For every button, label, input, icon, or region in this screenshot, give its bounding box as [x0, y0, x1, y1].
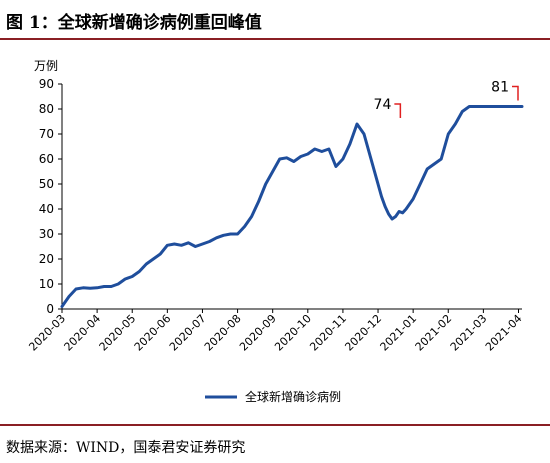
x-tick-label: 2020-06: [132, 312, 174, 354]
legend-label: 全球新增确诊病例: [245, 389, 341, 404]
y-tick-label: 10: [39, 277, 54, 291]
y-tick-label: 40: [39, 202, 54, 216]
title-bar: 图 1：全球新增确诊病例重回峰值: [0, 0, 550, 40]
x-tick-label: 2020-03: [26, 312, 68, 354]
y-axis-unit-label: 万例: [34, 59, 58, 73]
x-tick-label: 2020-05: [97, 312, 139, 354]
y-tick-label: 20: [39, 252, 54, 266]
x-tick-label: 2020-04: [62, 312, 104, 354]
x-tick-label: 2021-04: [483, 312, 525, 354]
series-line: [60, 105, 524, 308]
y-tick-label: 80: [39, 102, 54, 116]
source-note: 数据来源：WIND，国泰君安证券研究: [6, 440, 246, 456]
y-tick-label: 60: [39, 152, 54, 166]
x-tick-label: 2020-12: [342, 312, 384, 354]
annotation-label: 81: [491, 80, 509, 96]
line-chart: 万例01020304050607080902020-032020-042020-…: [26, 59, 525, 404]
annotation-leader: [512, 85, 519, 101]
x-tick-label: 2021-03: [448, 312, 490, 354]
x-tick-label: 2020-08: [202, 312, 244, 354]
source-bar: 数据来源：WIND，国泰君安证券研究: [0, 424, 550, 463]
x-tick-label: 2020-09: [237, 312, 279, 354]
y-tick-label: 70: [39, 127, 54, 141]
y-tick-label: 30: [39, 227, 54, 241]
x-tick-label: 2020-07: [167, 312, 209, 354]
y-tick-label: 90: [39, 77, 54, 91]
y-tick-label: 0: [46, 302, 54, 316]
x-tick-label: 2020-11: [307, 312, 349, 354]
x-tick-label: 2021-01: [378, 312, 420, 354]
y-tick-label: 50: [39, 177, 54, 191]
annotation-leader: [394, 103, 402, 118]
x-tick-label: 2020-10: [272, 312, 314, 354]
x-tick-label: 2021-02: [413, 312, 455, 354]
figure-title: 图 1：全球新增确诊病例重回峰值: [6, 13, 262, 33]
annotation-label: 74: [374, 97, 392, 113]
